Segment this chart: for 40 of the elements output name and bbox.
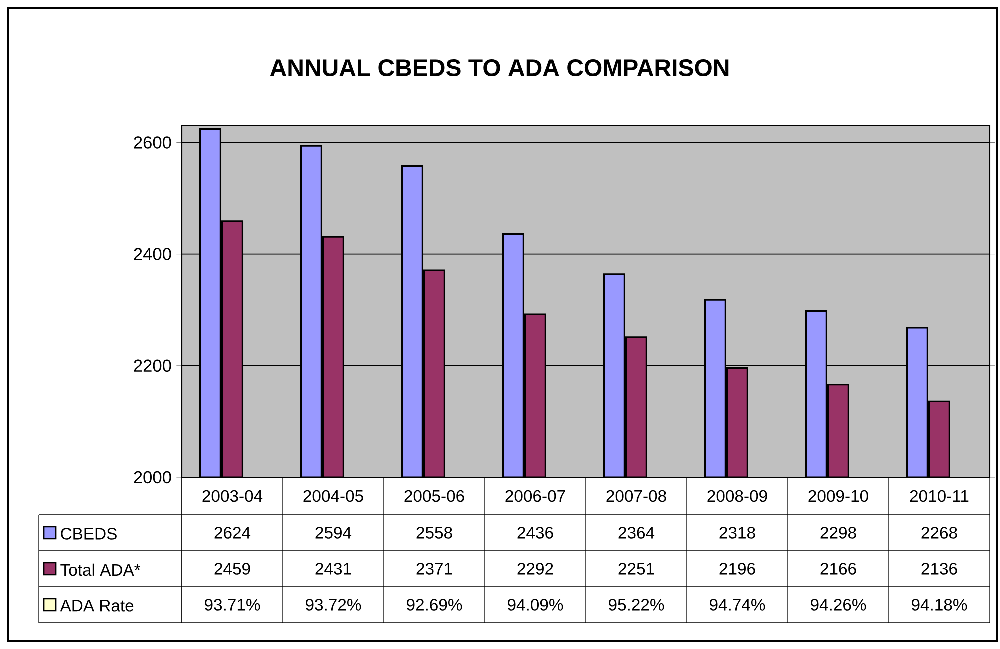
data-label: 2436 [518, 527, 554, 539]
data-label: 2594 [316, 527, 352, 539]
data-label: 2251 [618, 563, 654, 575]
data-label: 2371 [416, 563, 452, 575]
x-tick-label: 2005-06 [404, 490, 464, 502]
x-tick-label: 2003-04 [202, 490, 263, 502]
x-tick-label: 2009-10 [808, 490, 868, 502]
data-label: 2166 [820, 563, 856, 575]
data-label: 2318 [720, 527, 756, 539]
text: 94.18% [912, 599, 968, 611]
data-label: 2136 [922, 563, 958, 575]
data-label: 2431 [316, 563, 352, 575]
data-label: 2459 [214, 563, 250, 575]
data-label: 2624 [214, 527, 251, 539]
x-tick-label: 2010-11 [910, 490, 969, 502]
y-tick-label: 2600 [134, 136, 172, 149]
y-tick-label: 2200 [134, 360, 172, 372]
text: 93.72% [306, 599, 362, 611]
legend-label: Total ADA* [60, 564, 141, 576]
x-tick-label: 2004-05 [304, 490, 364, 502]
data-label: 2268 [922, 527, 958, 539]
legend-label: ADA Rate [60, 600, 134, 612]
data-label: 2196 [720, 563, 756, 575]
data-label: 2558 [416, 527, 452, 539]
data-label: 2298 [820, 527, 856, 539]
text: 94.26% [811, 599, 866, 611]
legend-label: CBEDS [61, 528, 117, 540]
chart-title: ANNUAL CBEDS TO ADA COMPARISON [270, 59, 729, 76]
y-tick-label: 2400 [134, 248, 172, 260]
data-label: 2364 [618, 527, 655, 539]
text: 92.69% [407, 599, 462, 611]
text: 93.71% [205, 599, 260, 611]
text: 94.09% [508, 599, 564, 611]
x-tick-label: 2007-08 [606, 490, 666, 502]
text: 95.22% [609, 599, 664, 611]
text: 94.74% [710, 599, 766, 611]
y-tick-label: 2000 [134, 471, 172, 484]
x-tick-label: 2006-07 [506, 490, 566, 502]
x-tick-label: 2008-09 [708, 490, 768, 502]
data-label: 2292 [518, 563, 554, 575]
